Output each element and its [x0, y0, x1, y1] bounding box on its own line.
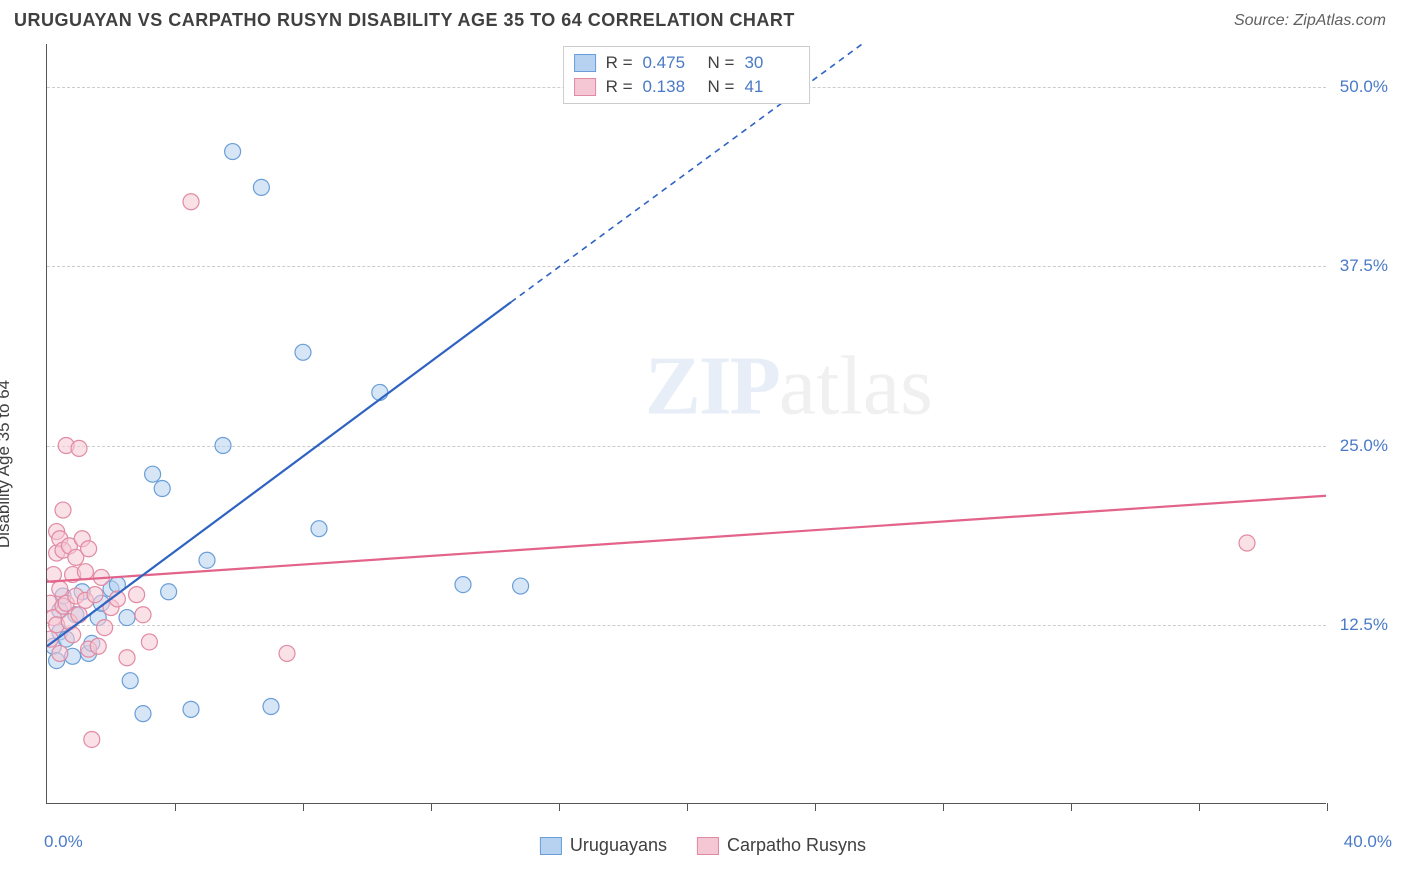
data-point: [263, 698, 279, 714]
regression-line-uruguayans: [47, 302, 511, 646]
correlation-chart: Disability Age 35 to 64 ZIPatlas R = 0.4…: [14, 44, 1392, 884]
data-point: [1239, 535, 1255, 551]
r-value: 0.138: [643, 77, 698, 97]
swatch-pink-icon: [574, 78, 596, 96]
data-point: [119, 650, 135, 666]
y-tick-label: 25.0%: [1340, 436, 1388, 456]
x-tick: [1071, 803, 1072, 811]
x-tick: [175, 803, 176, 811]
stats-row-uruguayans: R = 0.475 N = 30: [574, 51, 800, 75]
x-tick: [1327, 803, 1328, 811]
data-point: [253, 179, 269, 195]
n-label: N =: [708, 77, 735, 97]
swatch-blue-icon: [540, 837, 562, 855]
data-point: [97, 620, 113, 636]
data-point: [84, 731, 100, 747]
n-value: 30: [744, 53, 799, 73]
data-point: [183, 701, 199, 717]
data-point: [65, 627, 81, 643]
data-point: [129, 587, 145, 603]
x-tick: [559, 803, 560, 811]
data-point: [455, 577, 471, 593]
x-tick: [1199, 803, 1200, 811]
r-label: R =: [606, 53, 633, 73]
data-point: [372, 384, 388, 400]
data-point: [87, 587, 103, 603]
data-point: [135, 607, 151, 623]
x-tick: [815, 803, 816, 811]
data-point: [52, 581, 68, 597]
data-point: [311, 521, 327, 537]
data-point: [135, 706, 151, 722]
data-point: [55, 502, 71, 518]
plot-area: ZIPatlas R = 0.475 N = 30 R = 0.138 N = …: [46, 44, 1326, 804]
swatch-pink-icon: [697, 837, 719, 855]
regression-line-carpatho: [47, 496, 1326, 582]
legend-label: Uruguayans: [570, 835, 667, 856]
y-tick-label: 50.0%: [1340, 77, 1388, 97]
plot-svg: [47, 44, 1326, 803]
stats-row-carpatho: R = 0.138 N = 41: [574, 75, 800, 99]
x-axis-max-label: 40.0%: [1344, 832, 1392, 852]
data-point: [77, 564, 93, 580]
legend-label: Carpatho Rusyns: [727, 835, 866, 856]
data-point: [71, 440, 87, 456]
legend-item-carpatho: Carpatho Rusyns: [697, 835, 866, 856]
page-title: URUGUAYAN VS CARPATHO RUSYN DISABILITY A…: [14, 10, 795, 31]
y-axis-label: Disability Age 35 to 64: [0, 380, 14, 548]
source-attribution: Source: ZipAtlas.com: [1234, 12, 1386, 30]
data-point: [141, 634, 157, 650]
x-tick: [943, 803, 944, 811]
swatch-blue-icon: [574, 54, 596, 72]
data-point: [199, 552, 215, 568]
y-tick-label: 37.5%: [1340, 256, 1388, 276]
r-value: 0.475: [643, 53, 698, 73]
data-point: [225, 144, 241, 160]
data-point: [295, 344, 311, 360]
data-point: [119, 610, 135, 626]
x-tick: [431, 803, 432, 811]
legend-item-uruguayans: Uruguayans: [540, 835, 667, 856]
data-point: [90, 638, 106, 654]
r-label: R =: [606, 77, 633, 97]
x-axis-min-label: 0.0%: [44, 832, 83, 852]
data-point: [183, 194, 199, 210]
series-legend: Uruguayans Carpatho Rusyns: [540, 835, 866, 856]
x-tick: [303, 803, 304, 811]
data-point: [81, 541, 97, 557]
stats-legend: R = 0.475 N = 30 R = 0.138 N = 41: [563, 46, 811, 104]
data-point: [154, 481, 170, 497]
data-point: [71, 607, 87, 623]
data-point: [513, 578, 529, 594]
data-point: [215, 438, 231, 454]
y-tick-label: 12.5%: [1340, 615, 1388, 635]
data-point: [52, 645, 68, 661]
data-point: [122, 673, 138, 689]
data-point: [161, 584, 177, 600]
data-point: [145, 466, 161, 482]
x-tick: [687, 803, 688, 811]
n-label: N =: [708, 53, 735, 73]
data-point: [279, 645, 295, 661]
n-value: 41: [744, 77, 799, 97]
